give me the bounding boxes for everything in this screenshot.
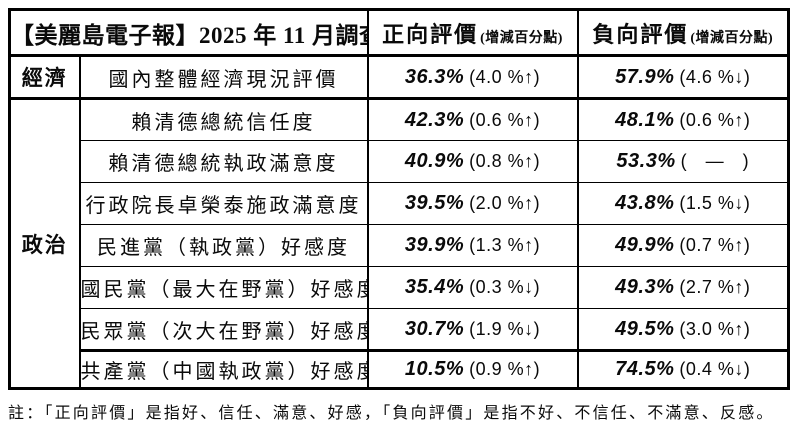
table-row: 政治 賴清德總統信任度 42.3% (0.6 %↑) 48.1% (0.6 %↑) bbox=[9, 98, 790, 389]
positive-change: (1.9 %↓) bbox=[469, 318, 541, 339]
positive-change: (0.9 %↑) bbox=[469, 359, 541, 379]
table-title: 【美麗島電子報】2025 年 11 月調查 bbox=[8, 9, 369, 57]
positive-value: 10.5% bbox=[404, 358, 465, 380]
negative-value: 43.8% bbox=[615, 192, 675, 214]
positive-column-header: 正向評價 (增減百分點) bbox=[367, 9, 579, 57]
positive-value-cell: 39.5% (2.0 %↑) bbox=[367, 182, 579, 225]
table-row: 民進黨（執政黨）好感度 39.9% (1.3 %↑) 49.9% (0.7 %↑) bbox=[10, 224, 790, 267]
indicator-label: 共產黨（中國執政黨）好感度 bbox=[78, 349, 369, 389]
positive-value: 36.3% bbox=[404, 65, 465, 88]
negative-value: 49.5% bbox=[615, 317, 675, 340]
poll-graphic: 【美麗島電子報】2025 年 11 月調查 正向評價 (增減百分點) 負向評價 (增… bbox=[8, 8, 791, 423]
positive-change: (0.3 %↓) bbox=[469, 277, 541, 297]
negative-value-cell: 49.9% (0.7 %↑) bbox=[577, 224, 790, 267]
indicator-label: 國內整體經濟現況評價 bbox=[78, 55, 369, 100]
positive-value: 40.9% bbox=[404, 150, 465, 172]
negative-change: (3.0 %↑) bbox=[679, 318, 751, 339]
category-economy: 經濟 bbox=[9, 55, 81, 100]
indicator-label: 賴清德總統信任度 bbox=[78, 98, 369, 141]
negative-value-cell: 49.5% (3.0 %↑) bbox=[577, 308, 790, 351]
table-row: 經濟 國內整體經濟現況評價 36.3% (4.0 %↑) 57.9% (4.6 %↓… bbox=[9, 55, 790, 100]
negative-column-sublabel: (增減百分點) bbox=[690, 30, 774, 46]
negative-column-label: 負向評價 bbox=[592, 21, 689, 47]
negative-value: 49.3% bbox=[615, 276, 675, 298]
negative-value-cell: 48.1% (0.6 %↑) bbox=[577, 98, 790, 141]
table-row: 國民黨（最大在野黨）好感度 35.4% (0.3 %↓) 49.3% (2.7 %↑… bbox=[10, 266, 790, 309]
positive-value-cell: 35.4% (0.3 %↓) bbox=[367, 266, 579, 309]
negative-change: (0.7 %↑) bbox=[679, 235, 751, 255]
negative-change: (0.4 %↓) bbox=[679, 359, 751, 379]
positive-change: (1.3 %↑) bbox=[469, 235, 541, 255]
footnote: 註：「正向評價」是指好、信任、滿意、好感，「負向評價」是指不好、不信任、不滿意、… bbox=[8, 405, 775, 422]
poll-table: 【美麗島電子報】2025 年 11 月調查 正向評價 (增減百分點) 負向評價 (增… bbox=[8, 8, 791, 390]
header-row: 【美麗島電子報】2025 年 11 月調查 正向評價 (增減百分點) 負向評價 (增… bbox=[8, 9, 790, 57]
indicator-label: 賴清德總統執政滿意度 bbox=[78, 140, 369, 183]
positive-value-cell: 36.3% (4.0 %↑) bbox=[367, 55, 579, 100]
negative-value: 57.9% bbox=[615, 65, 675, 88]
positive-value: 30.7% bbox=[404, 317, 465, 340]
positive-change: (4.0 %↑) bbox=[469, 66, 541, 87]
table-row: 共產黨（中國執政黨）好感度 10.5% (0.9 %↑) 74.5% (0.4 %↓… bbox=[10, 349, 790, 389]
indicator-label: 民進黨（執政黨）好感度 bbox=[78, 224, 369, 267]
negative-change: (1.5 %↓) bbox=[679, 193, 751, 213]
table-title-text: 【美麗島電子報】2025 年 11 月調查 bbox=[11, 22, 368, 48]
negative-value: 48.1% bbox=[615, 108, 675, 131]
table-row: 賴清德總統執政滿意度 40.9% (0.8 %↑) 53.3%( — ) bbox=[10, 140, 790, 183]
table-row: 行政院長卓榮泰施政滿意度 39.5% (2.0 %↑) 43.8% (1.5 %↓) bbox=[10, 182, 790, 225]
indicator-label: 行政院長卓榮泰施政滿意度 bbox=[78, 182, 369, 225]
positive-value: 39.9% bbox=[404, 234, 465, 256]
positive-value-cell: 39.9% (1.3 %↑) bbox=[367, 224, 579, 267]
positive-value-cell: 40.9% (0.8 %↑) bbox=[367, 140, 579, 183]
negative-value-cell: 53.3%( — ) bbox=[577, 140, 790, 183]
positive-value: 39.5% bbox=[404, 192, 465, 214]
negative-value-cell: 74.5% (0.4 %↓) bbox=[577, 349, 790, 389]
positive-change: (0.8 %↑) bbox=[469, 151, 541, 171]
negative-column-header: 負向評價 (增減百分點) bbox=[577, 9, 790, 57]
positive-value-cell: 10.5% (0.9 %↑) bbox=[367, 349, 579, 389]
negative-value-cell: 43.8% (1.5 %↓) bbox=[577, 182, 790, 225]
positive-change: (0.6 %↑) bbox=[469, 109, 541, 130]
negative-value: 53.3% bbox=[616, 150, 676, 172]
positive-value-cell: 42.3% (0.6 %↑) bbox=[367, 98, 579, 141]
negative-value: 49.9% bbox=[615, 234, 675, 256]
indicator-label: 民眾黨（次大在野黨）好感度 bbox=[78, 308, 369, 351]
negative-change: ( — ) bbox=[680, 151, 750, 171]
positive-value: 42.3% bbox=[404, 108, 465, 131]
negative-change: (4.6 %↓) bbox=[679, 66, 751, 87]
positive-value-cell: 30.7% (1.9 %↓) bbox=[367, 308, 579, 351]
negative-value-cell: 57.9% (4.6 %↓) bbox=[577, 55, 790, 100]
negative-value-cell: 49.3% (2.7 %↑) bbox=[577, 266, 790, 309]
negative-change: (0.6 %↑) bbox=[679, 109, 751, 130]
negative-change: (2.7 %↑) bbox=[679, 277, 751, 297]
category-politics: 政治 bbox=[9, 98, 81, 389]
indicator-label: 國民黨（最大在野黨）好感度 bbox=[78, 266, 369, 309]
positive-change: (2.0 %↑) bbox=[469, 193, 541, 213]
positive-column-sublabel: (增減百分點) bbox=[480, 30, 563, 46]
table-row: 民眾黨（次大在野黨）好感度 30.7% (1.9 %↓) 49.5% (3.0 %↑… bbox=[10, 308, 790, 351]
positive-column-label: 正向評價 bbox=[382, 21, 479, 47]
negative-value: 74.5% bbox=[615, 358, 675, 380]
positive-value: 35.4% bbox=[404, 276, 465, 298]
